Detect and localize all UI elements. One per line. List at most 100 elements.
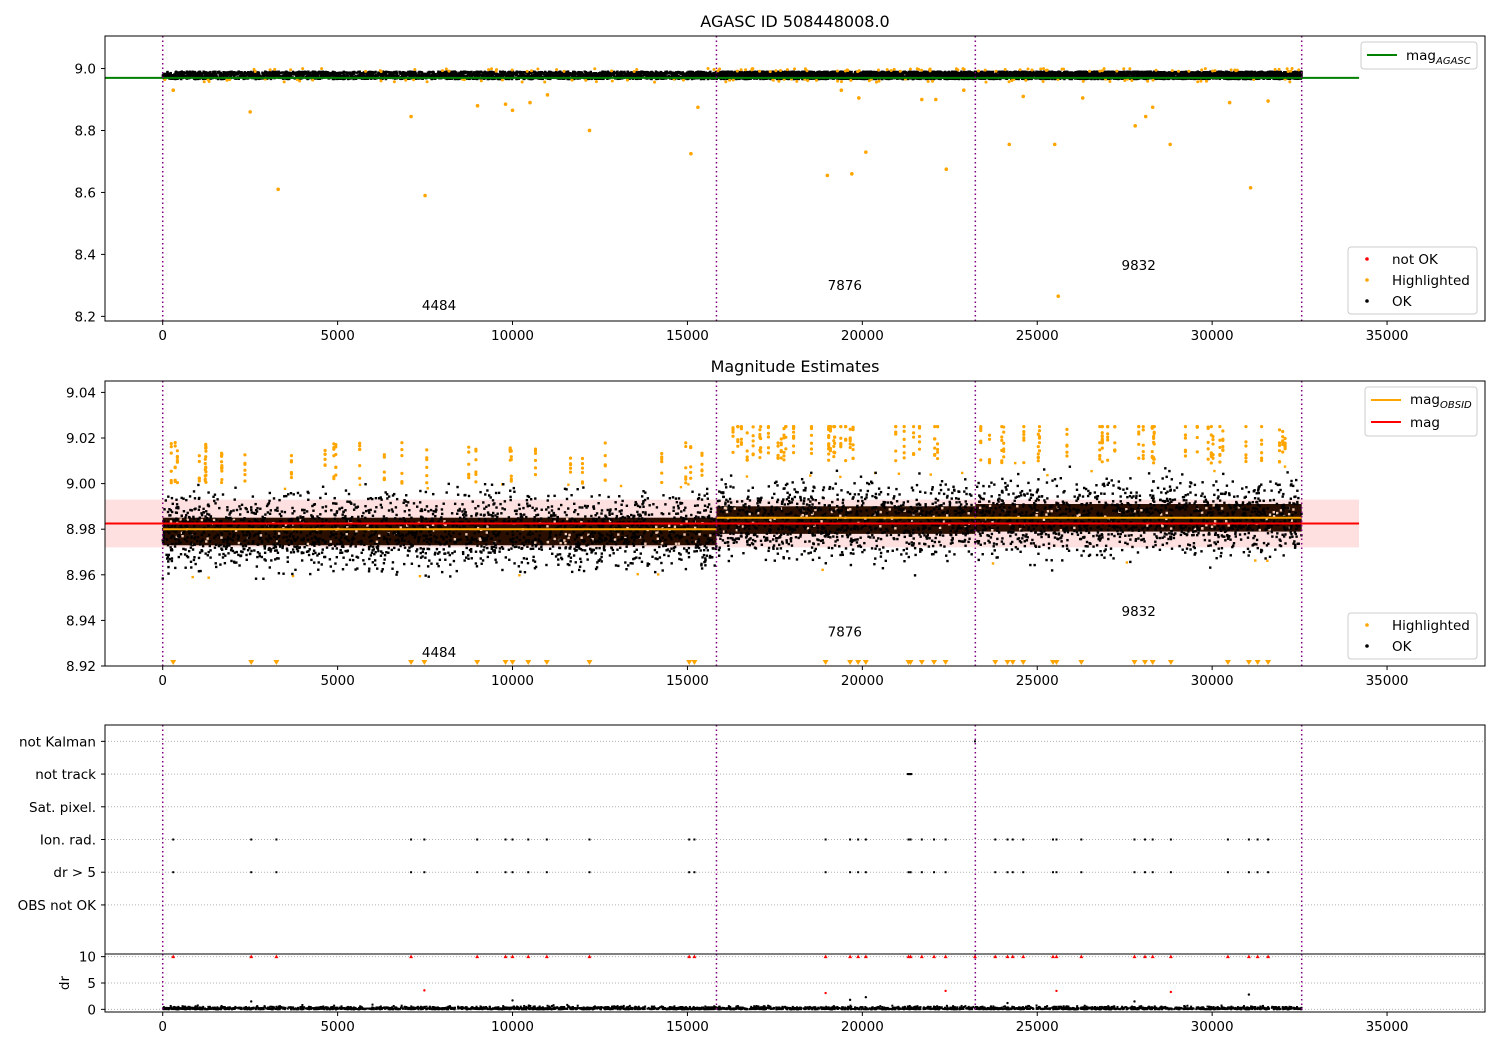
ok-point xyxy=(513,72,516,76)
ok-point xyxy=(464,71,468,74)
ok-point xyxy=(346,71,349,74)
ok-point xyxy=(412,74,416,78)
ok-point xyxy=(258,74,261,78)
ok-point xyxy=(342,74,346,77)
ok-point xyxy=(417,71,420,75)
ok-point xyxy=(586,72,589,76)
ok-point xyxy=(274,75,277,78)
ok-point xyxy=(498,77,501,81)
ok-point xyxy=(697,72,700,75)
ok-point xyxy=(186,74,189,77)
ok-point xyxy=(586,74,589,77)
ok-point xyxy=(431,73,434,77)
ok-point xyxy=(331,70,335,74)
ok-point xyxy=(484,72,487,76)
ok-point xyxy=(610,72,614,75)
ok-point xyxy=(960,72,964,75)
ok-point xyxy=(686,71,689,74)
ok-point xyxy=(510,74,513,78)
ok-point xyxy=(604,75,607,78)
ok-point xyxy=(268,73,271,76)
ok-point xyxy=(674,75,678,78)
ok-point xyxy=(355,71,358,74)
ok-point xyxy=(540,70,544,74)
ok-point xyxy=(556,71,560,75)
ok-point xyxy=(417,73,421,76)
ok-point xyxy=(712,71,715,75)
ok-point xyxy=(267,74,270,78)
ok-point xyxy=(319,70,323,74)
ok-point xyxy=(433,73,436,76)
ok-point xyxy=(190,73,194,76)
highlighted-point xyxy=(289,68,293,72)
ok-point xyxy=(656,72,659,76)
ok-point xyxy=(555,72,558,75)
ok-point xyxy=(288,72,291,76)
ok-point xyxy=(697,75,701,78)
ok-point xyxy=(171,74,174,77)
ok-point xyxy=(537,71,541,74)
ok-point xyxy=(390,71,393,74)
ok-point xyxy=(281,71,284,74)
ok-point xyxy=(209,74,212,77)
ok-point xyxy=(626,70,629,74)
ok-point xyxy=(583,70,586,73)
ok-point xyxy=(223,71,227,75)
ok-point xyxy=(453,73,456,76)
ok-point xyxy=(681,71,684,74)
ok-point xyxy=(242,72,245,75)
highlighted-point xyxy=(301,67,305,71)
ok-point xyxy=(199,72,203,75)
ok-point xyxy=(645,73,649,76)
ok-point xyxy=(185,70,189,73)
ok-point xyxy=(683,73,686,77)
ok-point xyxy=(335,73,339,76)
ok-point xyxy=(501,74,505,78)
ok-point xyxy=(560,73,563,77)
ok-point xyxy=(462,75,465,78)
ok-point xyxy=(420,74,423,78)
ok-point xyxy=(703,72,706,75)
ok-point xyxy=(491,71,495,75)
ok-point xyxy=(711,74,714,78)
highlighted-point xyxy=(404,78,408,82)
highlighted-point xyxy=(440,69,444,73)
ok-point xyxy=(169,72,172,75)
ok-point xyxy=(307,73,311,76)
highlighted-point xyxy=(520,80,524,84)
ok-point xyxy=(685,75,688,78)
ok-point xyxy=(497,73,501,76)
ok-point xyxy=(181,74,185,77)
ok-point xyxy=(177,73,181,77)
ok-point xyxy=(307,70,310,73)
ok-point xyxy=(299,74,302,77)
ok-point xyxy=(623,70,626,74)
ok-point xyxy=(575,75,578,78)
ok-point xyxy=(606,70,610,73)
ok-point xyxy=(342,72,345,76)
ok-point xyxy=(706,73,709,77)
highlighted-point xyxy=(320,67,324,71)
ok-point xyxy=(439,72,442,76)
ok-point xyxy=(971,71,974,74)
ok-point xyxy=(383,71,386,74)
highlighted-point xyxy=(225,78,229,82)
ok-point xyxy=(371,72,375,75)
ok-point xyxy=(428,73,431,76)
ok-point xyxy=(187,72,190,76)
highlighted-point xyxy=(510,68,514,72)
ok-point xyxy=(634,71,638,74)
ok-point xyxy=(594,74,597,77)
ok-point xyxy=(604,74,607,77)
ok-point xyxy=(395,70,398,73)
ok-point xyxy=(644,70,647,74)
ok-point xyxy=(272,71,276,75)
ok-point xyxy=(306,73,309,76)
ok-point xyxy=(317,72,320,76)
ok-point xyxy=(603,72,606,76)
ok-point xyxy=(402,71,405,74)
ok-point xyxy=(548,75,551,78)
ok-point xyxy=(482,73,485,76)
ok-point xyxy=(415,74,418,77)
